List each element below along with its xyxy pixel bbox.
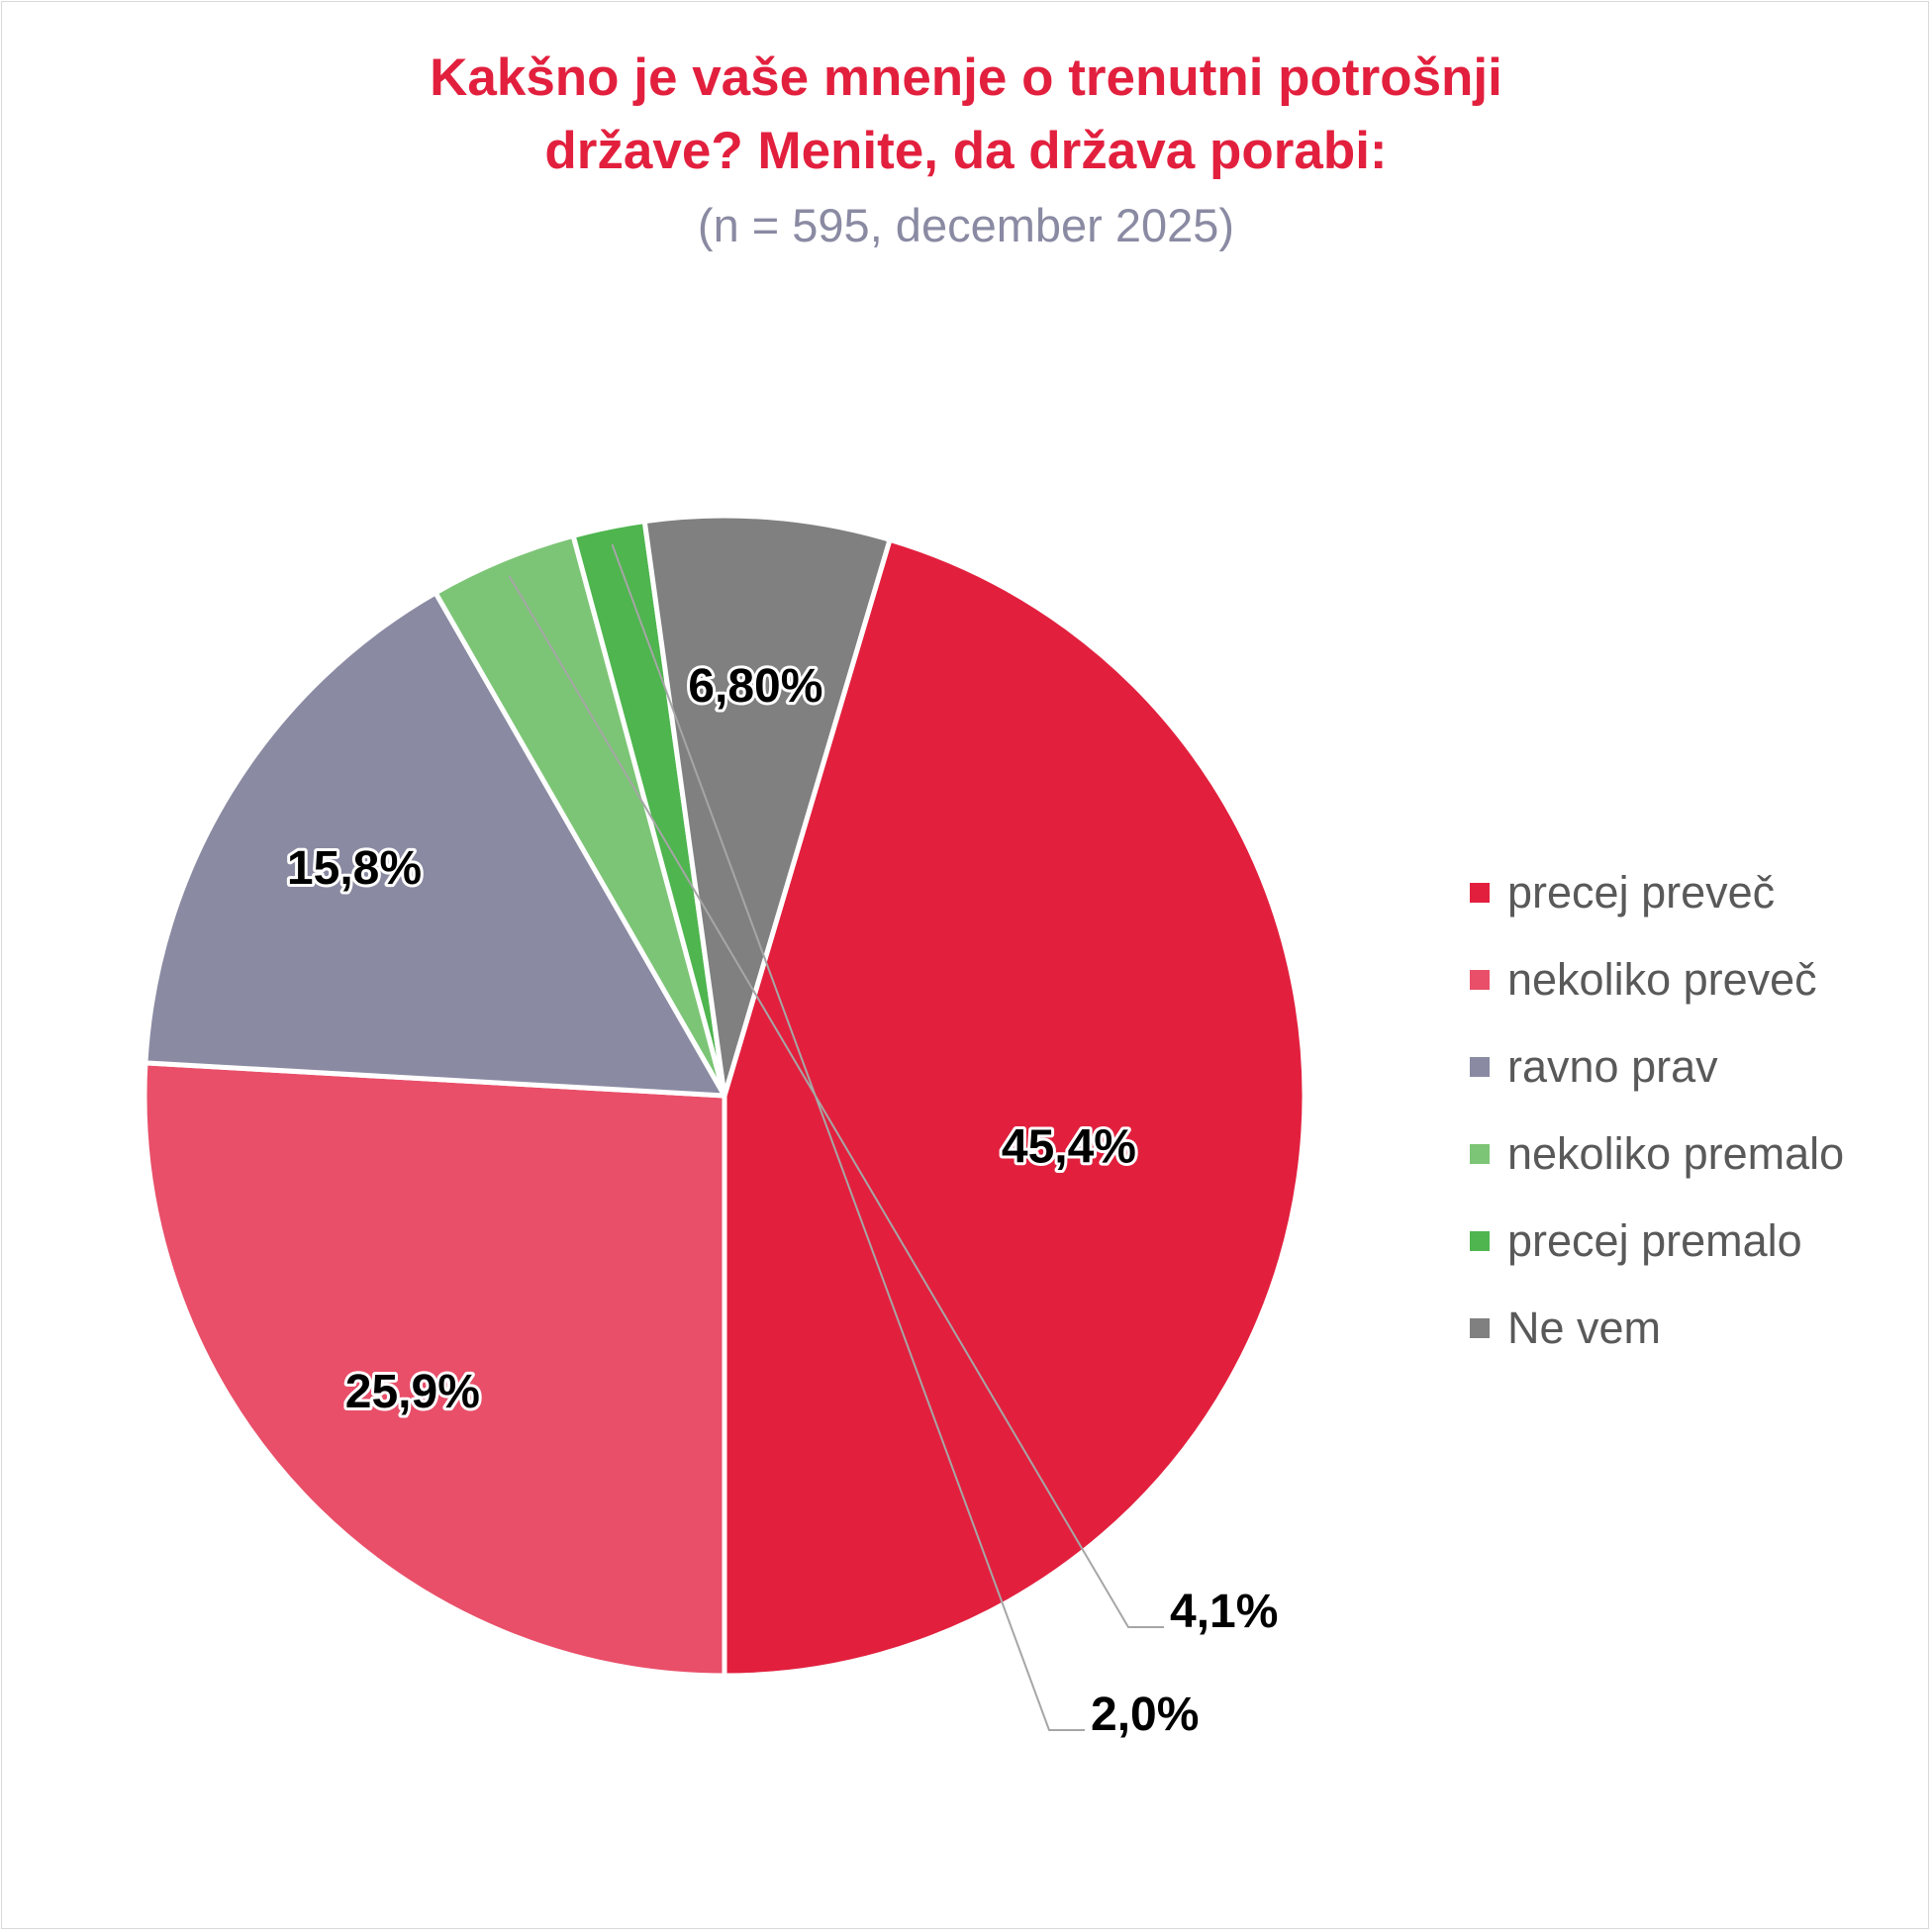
legend-item: nekoliko premalo — [1470, 1111, 1844, 1198]
pie-slices — [142, 513, 1307, 1679]
pie-slice-ne-vem — [641, 513, 893, 1099]
legend-swatch — [1470, 1144, 1490, 1164]
legend-item: Ne vem — [1470, 1285, 1844, 1372]
chart-legend: precej preveč nekoliko preveč ravno prav ne… — [1470, 849, 1844, 1372]
legend-item: precej premalo — [1470, 1198, 1844, 1285]
legend-swatch — [1470, 970, 1490, 990]
leader-line — [611, 543, 1085, 1731]
data-label: 15,8% — [287, 842, 422, 895]
legend-swatch — [1470, 883, 1490, 903]
chart-title-line-2: države? Menite, da država porabi: — [544, 122, 1388, 180]
legend-item: nekoliko preveč — [1470, 936, 1844, 1023]
pie-data-labels: 45,4% 25,9% 15,8% 4,1% 2,0% 6,80% — [284, 543, 1278, 1741]
legend-swatch — [1470, 1318, 1490, 1338]
legend-label: ravno prav — [1507, 1041, 1718, 1092]
chart-subtitle: (n = 595, december 2025) — [697, 199, 1235, 251]
data-label: 2,0% — [1091, 1689, 1199, 1741]
legend-swatch — [1470, 1057, 1490, 1077]
legend-item: ravno prav — [1470, 1023, 1844, 1111]
leader-line — [508, 575, 1164, 1628]
legend-label: precej preveč — [1507, 867, 1776, 918]
legend-swatch — [1470, 1231, 1490, 1251]
data-label: 6,80% — [688, 660, 822, 713]
data-label: 4,1% — [1170, 1586, 1278, 1638]
pie-slice-nekoliko-preveč — [142, 1060, 727, 1679]
pie-slice-ravno-prav — [143, 590, 727, 1099]
legend-label: nekoliko preveč — [1507, 954, 1817, 1005]
legend-item: precej preveč — [1470, 849, 1844, 936]
legend-label: Ne vem — [1507, 1303, 1662, 1353]
chart-title-line-1: Kakšno je vaše mnenje o trenutni potrošn… — [430, 48, 1502, 107]
data-label: 45,4% — [1002, 1121, 1136, 1174]
chart-title: Kakšno je vaše mnenje o trenutni potrošn… — [0, 42, 1932, 188]
pie-slice-precej-preveč — [722, 536, 1307, 1679]
data-label: 25,9% — [345, 1366, 480, 1418]
legend-label: precej premalo — [1507, 1215, 1802, 1266]
legend-label: nekoliko premalo — [1507, 1128, 1845, 1179]
